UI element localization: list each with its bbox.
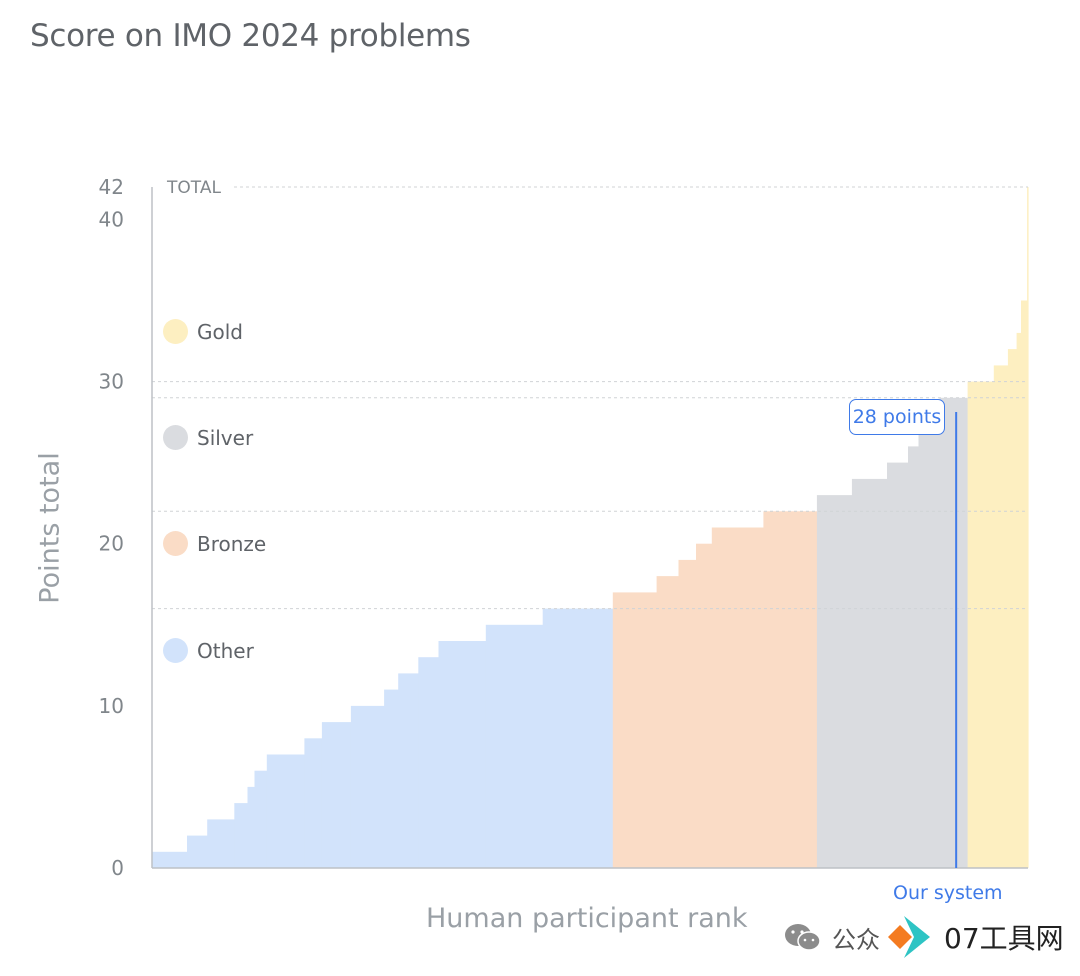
- step-bar-silver: [918, 414, 941, 868]
- total-label: TOTAL: [166, 178, 221, 198]
- step-bar-gold: [967, 381, 995, 868]
- step-bar-other: [321, 722, 352, 868]
- step-bar-other: [234, 803, 248, 868]
- step-bar-silver: [851, 478, 888, 868]
- y-tick-label: 42: [99, 175, 124, 199]
- step-bar-other: [266, 754, 306, 868]
- step-bars: [152, 187, 1029, 869]
- step-bar-other: [350, 705, 385, 868]
- legend-silver-label: Silver: [197, 425, 254, 450]
- legend-silver: Silver: [163, 425, 253, 450]
- y-tick-label: 40: [99, 207, 124, 231]
- legend-gold: Gold: [163, 319, 243, 344]
- step-bar-other: [152, 851, 188, 868]
- step-bar-silver: [939, 397, 969, 868]
- step-bar-other: [398, 673, 419, 868]
- brand-logo-icon: [888, 916, 930, 958]
- step-bar-other: [542, 608, 614, 868]
- step-bar-bronze: [656, 576, 680, 868]
- y-tick-label: 10: [99, 694, 124, 718]
- score-callout: 28 points: [849, 399, 945, 435]
- gridlines: TOTAL: [152, 178, 1028, 610]
- legend-gold-swatch: [163, 319, 188, 344]
- legend-other-swatch: [163, 638, 188, 663]
- y-tick-labels: 0 10 20 30 40 42: [99, 175, 124, 880]
- step-bar-gold: [1027, 187, 1029, 868]
- step-bar-other: [207, 819, 235, 868]
- axes: [151, 187, 1028, 869]
- legend-gold-label: Gold: [197, 319, 243, 344]
- step-bar-bronze: [763, 511, 818, 868]
- step-bar-other: [485, 624, 544, 868]
- watermark: 公众 07工具网: [784, 912, 1064, 962]
- chart-title: Score on IMO 2024 problems: [30, 18, 471, 54]
- step-bar-silver: [887, 462, 909, 868]
- step-bar-other: [187, 835, 208, 868]
- y-tick-label: 30: [99, 370, 124, 394]
- step-bar-gold: [993, 365, 1009, 868]
- step-bar-gold: [1016, 332, 1022, 868]
- legend-bronze: Bronze: [163, 531, 266, 556]
- legend-other-label: Other: [197, 638, 254, 663]
- y-tick-label: 20: [99, 532, 124, 556]
- watermark-text: 公众: [832, 925, 880, 954]
- y-axis-label: Points total: [34, 452, 66, 604]
- step-bar-other: [438, 641, 487, 868]
- step-bar-bronze: [711, 527, 765, 868]
- step-bar-other: [418, 657, 439, 868]
- legend-bronze-label: Bronze: [197, 531, 267, 556]
- wechat-icon: [785, 924, 821, 951]
- step-bar-bronze: [696, 543, 713, 868]
- step-bar-silver: [816, 495, 853, 868]
- step-bar-silver: [908, 446, 920, 868]
- step-bar-other: [384, 689, 399, 868]
- legend-other: Other: [163, 638, 254, 663]
- step-bar-gold: [1021, 300, 1028, 868]
- step-bar-bronze: [678, 559, 697, 868]
- step-bar-other: [247, 786, 256, 868]
- legend-silver-swatch: [163, 425, 188, 450]
- watermark-brand: 07工具网: [944, 922, 1064, 955]
- step-bar-other: [304, 738, 323, 868]
- legend-bronze-swatch: [163, 531, 188, 556]
- x-axis-label: Human participant rank: [426, 903, 748, 934]
- step-bar-other: [254, 770, 268, 868]
- our-system-label: Our system: [893, 882, 1003, 904]
- y-tick-label: 0: [111, 856, 124, 880]
- step-bar-bronze: [612, 592, 658, 868]
